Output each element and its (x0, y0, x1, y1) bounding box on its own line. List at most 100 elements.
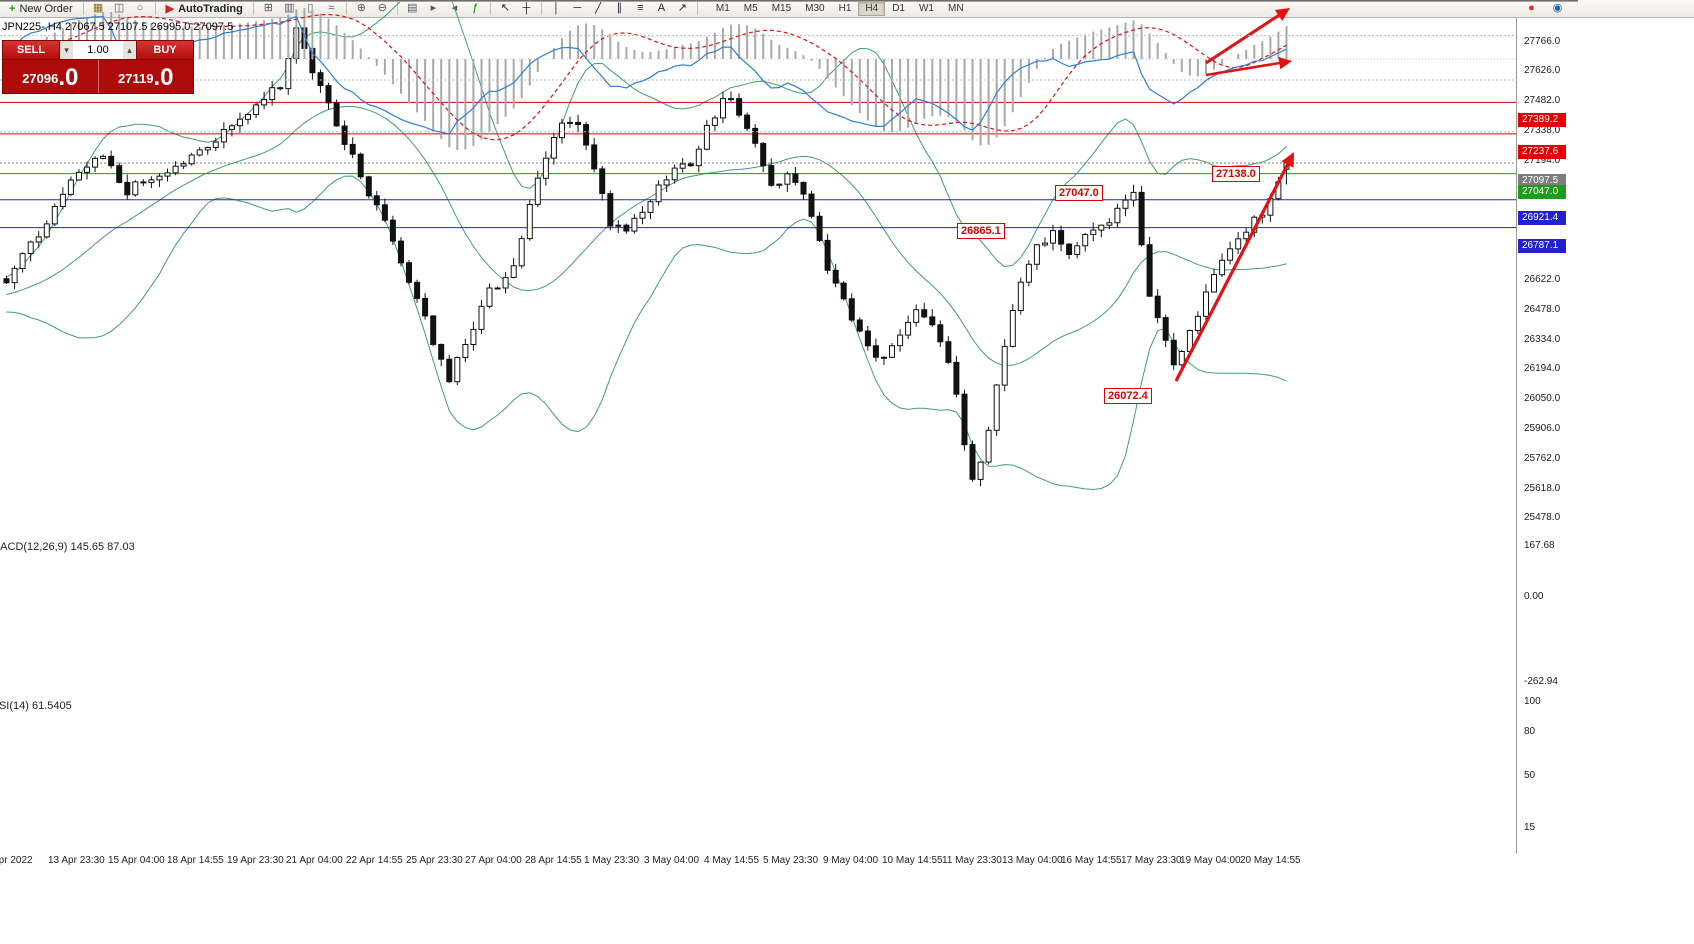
toolbar-separator (252, 2, 254, 15)
timeframe-button-m5[interactable]: M5 (743, 3, 758, 14)
zoom-out-icon[interactable]: ⊖ (377, 1, 387, 14)
time-axis-label: 13 Apr 23:30 (48, 855, 105, 866)
price-axis-tag[interactable]: 27389.2 (1518, 113, 1566, 127)
trendline-icon[interactable]: ╱ (595, 1, 602, 14)
candlestick-chart-icon[interactable]: ▯ (307, 1, 314, 14)
zoom-in-icon[interactable]: ⊕ (356, 1, 366, 14)
search-icon[interactable]: ◉ (1552, 2, 1563, 14)
rsi-line (6, 15, 1287, 135)
price-chart-canvas[interactable] (0, 0, 1516, 518)
timeframe-toolbar: M1 M5 M15 M30 H1 H4 D1 W1 MN (709, 1, 971, 16)
price-axis-tick: 25762.0 (1524, 453, 1561, 464)
line-chart-icon[interactable]: ≈ (328, 1, 335, 14)
toolbar-separator (489, 2, 491, 15)
rsi-axis-value: 50 (1524, 770, 1536, 781)
crosshair-icon[interactable]: ┼ (522, 1, 531, 14)
sell-price-display[interactable]: 27096.0 (3, 60, 98, 93)
time-axis-label: 17 May 23:30 (1121, 855, 1182, 866)
timeframe-button-m1[interactable]: M1 (715, 3, 730, 14)
timeframe-button-mn[interactable]: MN (947, 3, 964, 14)
price-axis-tag[interactable]: 27237.6 (1518, 145, 1566, 159)
time-axis-label: 10 May 14:55 (882, 855, 943, 866)
time-axis-separator (0, 0, 1578, 1)
price-trend-arrow[interactable] (1174, 152, 1294, 382)
toolbar-separator (82, 2, 84, 15)
sell-button[interactable]: SELL (3, 41, 59, 59)
price-axis-tick: 25478.0 (1524, 512, 1561, 523)
rsi-panel-canvas[interactable] (0, 0, 1516, 156)
rsi-indicator-label: RSI(14) 61.5405 (0, 700, 72, 712)
time-axis-label: 11 May 23:30 (942, 855, 1002, 866)
price-annotation-label[interactable]: 26072.4 (1104, 388, 1152, 404)
volume-control: ▾ 1.00 ▴ (59, 41, 137, 59)
time-axis-label: 22 Apr 14:55 (346, 855, 403, 866)
bar-chart-icon[interactable]: ▥ (284, 1, 295, 14)
volume-input[interactable]: 1.00 (87, 44, 109, 56)
timeframe-button-m30[interactable]: M30 (805, 3, 825, 14)
buy-price-display[interactable]: 27119.0 (99, 60, 194, 93)
macd-signal-line (6, 13, 1287, 141)
rsi-trend-arrow[interactable] (1205, 56, 1292, 77)
toolbar-separator (696, 2, 698, 15)
time-axis-label: 20 May 14:55 (1240, 855, 1301, 866)
toolbar-separator (345, 2, 347, 15)
autotrading-icon: ▶ (165, 3, 175, 15)
refresh-icon[interactable]: ○ (136, 1, 144, 14)
autotrading-button[interactable]: ▶ AutoTrading (161, 1, 248, 17)
community-icon[interactable]: ● (1528, 2, 1535, 14)
timeframe-button-m15[interactable]: M15 (771, 3, 792, 14)
buy-price-main: 27119 (118, 71, 154, 86)
profiles-icon[interactable]: ◫ (113, 1, 125, 14)
text-label-icon[interactable]: A (657, 1, 666, 14)
time-axis-label: 21 Apr 04:00 (286, 855, 343, 866)
tile-windows-icon[interactable]: ▤ (407, 1, 418, 14)
horizontal-line-icon[interactable]: ─ (573, 1, 582, 14)
cursor-icon[interactable]: ↖ (500, 1, 510, 14)
vertical-line-icon[interactable]: │ (552, 1, 560, 14)
price-axis-tick: 26478.0 (1524, 304, 1561, 315)
time-axis-label: 3 May 04:00 (644, 855, 700, 866)
price-axis-tick: 25618.0 (1524, 483, 1561, 494)
time-axis-label: Apr 2022 (0, 855, 33, 866)
fibonacci-icon[interactable]: ≡ (637, 1, 644, 14)
auto-scroll-icon[interactable]: ▸ (430, 1, 437, 14)
price-axis-tag[interactable]: 27097.5 (1518, 174, 1566, 188)
timeframe-button-w1[interactable]: W1 (918, 3, 934, 14)
time-axis-label: 16 May 14:55 (1061, 855, 1122, 866)
new-order-button[interactable]: + New Order (4, 1, 78, 17)
macd-axis-value: 167.68 (1524, 540, 1555, 551)
one-click-trading-panel: SELL ▾ 1.00 ▴ BUY 27096.0 27119.0 (2, 40, 194, 94)
charts-grid-icon[interactable]: ▦ (92, 1, 104, 14)
price-annotation-label[interactable]: 27047.0 (1055, 185, 1103, 201)
arrow-objects-icon[interactable]: ↗ (677, 1, 687, 14)
price-axis-tick: 27338.0 (1524, 125, 1561, 136)
volume-up-icon[interactable]: ▴ (123, 41, 136, 59)
timeframe-button-d1[interactable]: D1 (892, 3, 905, 14)
timeframe-button-h1[interactable]: H1 (838, 3, 852, 14)
price-annotation-label[interactable]: 26865.1 (957, 223, 1005, 239)
price-axis-tick: 26050.0 (1524, 393, 1561, 404)
price-axis-tag[interactable]: 26787.1 (1518, 239, 1566, 253)
buy-button[interactable]: BUY (137, 41, 193, 59)
indicators-icon[interactable]: ƒ (472, 1, 479, 14)
chart-annotations-layer: 27138.0 27047.0 26865.1 26072.4 (957, 166, 1260, 404)
price-annotation-label[interactable]: 27138.0 (1212, 166, 1260, 182)
macd-axis-value: 0.00 (1524, 591, 1544, 602)
buy-price-pips: .0 (153, 64, 174, 91)
toolbar-separator (540, 2, 542, 15)
channel-icon[interactable]: ∥ (616, 1, 623, 14)
volume-down-icon[interactable]: ▾ (60, 41, 73, 59)
macd-trend-arrow[interactable] (1205, 8, 1290, 65)
price-axis-tag[interactable]: 26921.4 (1518, 211, 1566, 225)
time-axis-label: 5 May 23:30 (763, 855, 819, 866)
sell-price-pips: .0 (58, 64, 79, 91)
price-axis-tick: 27766.0 (1524, 36, 1561, 47)
new-chart-icon[interactable]: ⊞ (263, 1, 273, 14)
panel-separator[interactable] (0, 0, 1578, 2)
time-axis-label: 13 May 04:00 (1002, 855, 1063, 866)
macd-panel-canvas[interactable] (0, 0, 1516, 156)
rsi-axis-value: 100 (1524, 696, 1541, 707)
time-axis-label: 15 Apr 04:00 (108, 855, 165, 866)
price-axis-tag[interactable]: 27047.0 (1518, 185, 1566, 199)
